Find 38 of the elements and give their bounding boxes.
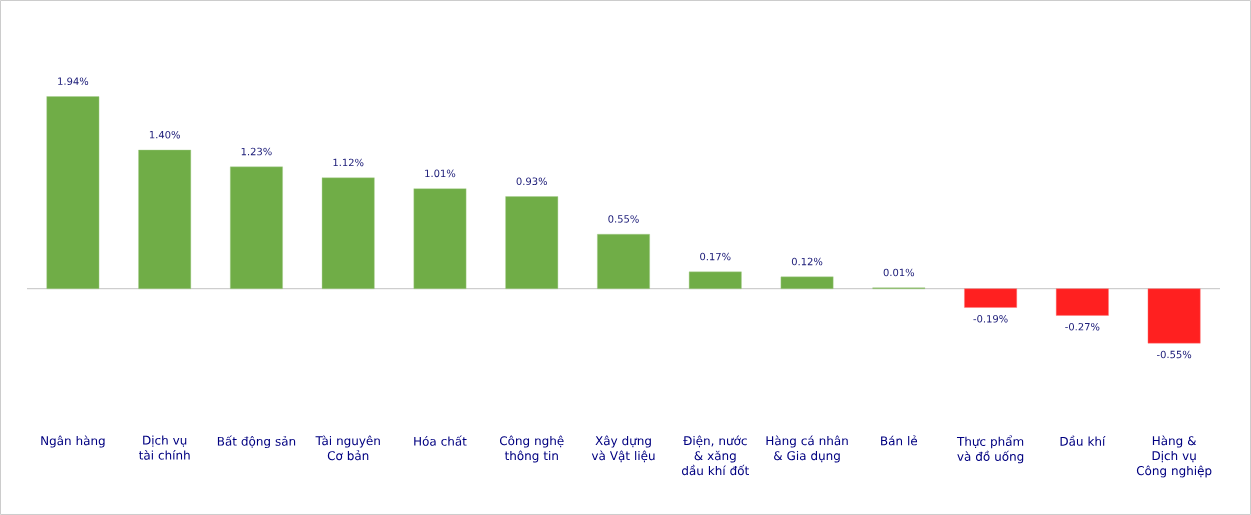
bar	[321, 177, 375, 289]
bar	[505, 196, 559, 289]
x-tick-label: Bất động sản	[217, 435, 296, 449]
data-label: 0.01%	[883, 268, 915, 277]
x-tick-label: Tài nguyên Cơ bản	[315, 435, 380, 461]
x-tick-label: Thực phẩm và đồ uống	[956, 435, 1024, 464]
bar	[964, 288, 1017, 308]
data-label: 1.01%	[425, 169, 456, 178]
bar	[46, 96, 100, 289]
data-label: 1.12%	[333, 158, 364, 167]
x-tick-label: Điện, nước & xăng dầu khí đốt	[682, 435, 749, 476]
data-label: 0.55%	[608, 215, 639, 223]
data-label: 0.17%	[700, 252, 731, 261]
x-tick-label: Bán lẻ	[881, 435, 918, 446]
data-label: -0.55%	[1156, 350, 1192, 359]
x-tick-label: Hàng & Dịch vụ Công nghiệp	[1136, 435, 1212, 478]
bar	[597, 234, 650, 289]
bar	[780, 276, 834, 289]
x-tick-label: Công nghệ thông tin	[499, 435, 564, 463]
x-tick-label: Hàng cá nhân & Gia dụng	[766, 435, 848, 463]
data-label: 1.40%	[149, 130, 180, 139]
data-label: 0.12%	[791, 257, 823, 266]
bar	[688, 271, 742, 289]
bar	[138, 149, 192, 289]
data-label: 1.23%	[241, 147, 272, 156]
x-tick-label: Xây dựng và Vật liệu	[591, 435, 655, 463]
bar	[413, 188, 467, 289]
data-label: -0.19%	[973, 315, 1008, 323]
bar	[1147, 288, 1201, 344]
bar	[230, 166, 283, 289]
x-tick-label: Dịch vụ tài chính	[139, 435, 190, 460]
data-label: 1.94%	[58, 77, 89, 85]
x-tick-label: Ngân hàng	[41, 435, 105, 448]
data-label: 0.93%	[516, 177, 548, 186]
data-label: -0.27%	[1065, 322, 1100, 331]
bar	[1056, 288, 1109, 316]
x-tick-label: Hóa chất	[414, 435, 467, 446]
x-tick-label: Dầu khí	[1060, 435, 1106, 446]
